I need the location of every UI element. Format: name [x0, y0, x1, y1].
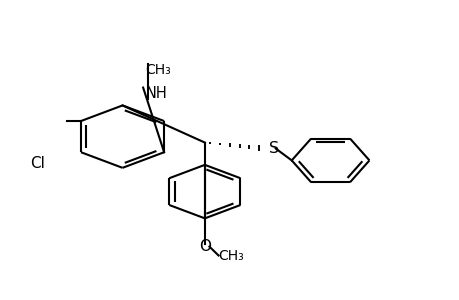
Text: NH: NH — [145, 86, 167, 101]
Text: O: O — [198, 239, 210, 254]
Text: S: S — [268, 141, 278, 156]
Text: CH₃: CH₃ — [218, 248, 244, 262]
Text: Cl: Cl — [30, 156, 45, 171]
Text: CH₃: CH₃ — [145, 63, 171, 77]
